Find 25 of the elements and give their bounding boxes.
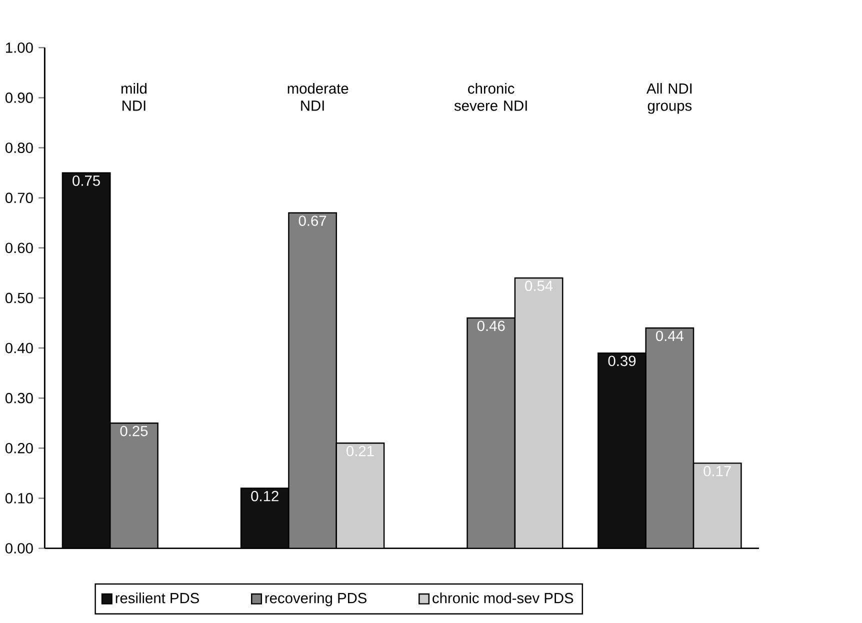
x-tick-label: All NDI groups: [646, 82, 692, 114]
y-tick-label: 0.90: [5, 92, 33, 103]
y-tick-label: 0.40: [5, 342, 33, 353]
data-label: 0.12: [251, 490, 278, 502]
x-tick-label: mild NDI: [122, 82, 146, 110]
y-tick-label: 0.70: [5, 192, 33, 203]
y-tick-label: 0.10: [5, 492, 33, 504]
y-tick-label: 0.00: [5, 542, 33, 554]
data-label: 0.67: [298, 215, 326, 226]
x-tick-label: chronic severe NDI: [454, 82, 527, 111]
y-tick-label: 0.20: [5, 442, 33, 454]
data-label: 0.44: [656, 330, 684, 341]
x-tick-label: moderate NDI: [288, 82, 348, 110]
y-tick-label: 0.80: [5, 142, 33, 153]
legend-label: chronic mod-sev PDS: [432, 592, 574, 604]
y-tick-label: 0.50: [5, 292, 33, 303]
legend-label: resilient PDS: [116, 592, 199, 604]
y-tick-label: 0.60: [5, 242, 33, 253]
y-tick-label: 1.00: [6, 42, 33, 53]
y-tick-label: 0.30: [5, 392, 33, 404]
data-label: 0.46: [477, 320, 505, 331]
data-label: 0.75: [72, 175, 100, 186]
data-label: 0.39: [608, 356, 636, 366]
legend-label: recovering PDS: [265, 592, 366, 606]
data-label: 0.25: [120, 426, 148, 436]
